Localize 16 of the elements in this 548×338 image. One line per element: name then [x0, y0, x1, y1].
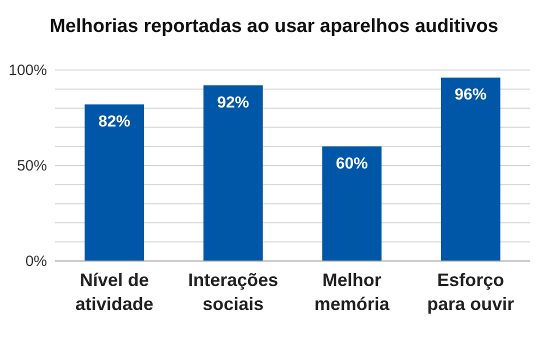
data-label: 60% — [336, 155, 368, 172]
chart-title: Melhorias reportadas ao usar aparelhos auditivos — [50, 16, 498, 37]
x-tick-label: Esforço para ouvir — [427, 270, 514, 314]
y-tick-label: 0% — [25, 252, 47, 270]
bar — [322, 146, 382, 261]
data-label: 96% — [454, 86, 487, 104]
data-label: 82% — [98, 113, 130, 130]
x-tick-label: Interações sociais — [188, 270, 278, 314]
y-tick-label: 50% — [16, 157, 47, 174]
x-tick-label: Nível de atividade — [75, 270, 154, 314]
data-label: 92% — [217, 94, 250, 112]
x-tick-label: Melhor memória — [314, 270, 390, 314]
y-tick-label: 100% — [8, 62, 47, 79]
bar — [203, 85, 263, 261]
bar — [84, 104, 144, 261]
bar — [440, 78, 500, 261]
